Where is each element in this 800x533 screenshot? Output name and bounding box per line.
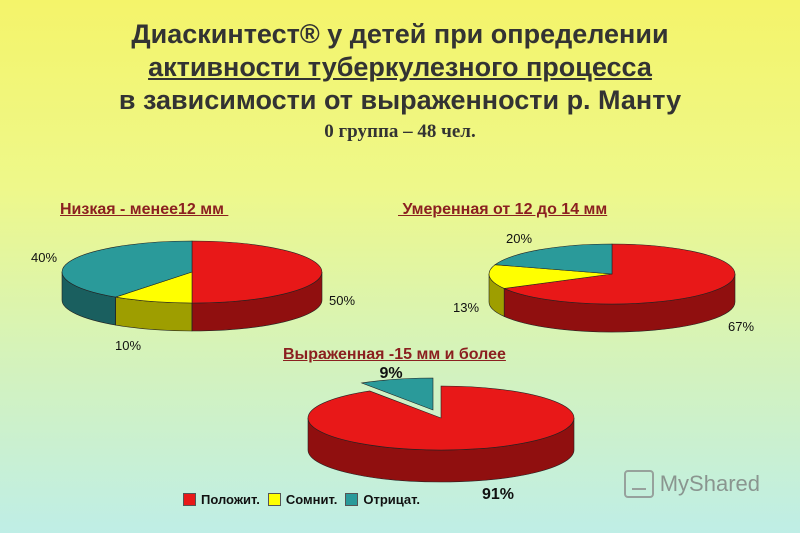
pie-2-slice-1 bbox=[503, 243, 736, 305]
legend-item-negative: Отрицат. bbox=[345, 492, 420, 507]
title-line-3: в зависимости от выраженности р. Манту bbox=[118, 85, 682, 115]
legend-swatch-doubtful bbox=[267, 492, 281, 506]
group-caption: 0 группа – 48 чел. bbox=[324, 121, 476, 142]
pie-2-label-1: 67% bbox=[728, 319, 754, 334]
chart-2-title: Умеренная от 12 до 14 мм bbox=[398, 201, 608, 218]
pie-2-label-3: 20% bbox=[506, 231, 532, 246]
pie-chart-1: 50% 10% 40% bbox=[31, 240, 355, 353]
pie-3-slice-2 bbox=[360, 377, 434, 411]
pie-chart-2: 67% 13% 20% bbox=[453, 231, 754, 334]
title-line-1: Диаскинтест® у детей при определении bbox=[131, 19, 669, 49]
title-line-2: активности туберкулезного процесса bbox=[148, 52, 652, 82]
pie-2-slice-3 bbox=[494, 243, 613, 275]
pie-3-label-1: 91% bbox=[482, 486, 514, 503]
legend-item-doubtful: Сомнит. bbox=[267, 491, 338, 507]
pie-chart-3: 91% 9% bbox=[307, 365, 575, 503]
pie-2-label-2: 13% bbox=[453, 300, 479, 315]
pie-3-label-2: 9% bbox=[379, 365, 402, 382]
page-title: Диаскинтест® у детей при определении акт… bbox=[0, 18, 800, 147]
legend-item-positive: Положит. bbox=[183, 492, 260, 507]
pie-2-slice-2 bbox=[488, 264, 613, 289]
myshared-logo-icon bbox=[623, 470, 654, 498]
pie-3-slice-1 bbox=[307, 385, 575, 451]
pie-1-slice-3 bbox=[61, 240, 193, 298]
pie-1-slice-2 bbox=[115, 271, 193, 304]
pie-1-label-2: 10% bbox=[115, 338, 141, 353]
pie-1-slice-1 bbox=[191, 240, 323, 304]
legend-label-negative: Отрицат. bbox=[363, 491, 420, 507]
legend-swatch-positive bbox=[183, 492, 196, 506]
watermark: MyShared bbox=[623, 470, 760, 498]
pie-1-label-1: 50% bbox=[329, 293, 355, 308]
legend: Положит. Сомнит. Отрицат. bbox=[183, 490, 428, 508]
chart-1-title: Низкая - менее12 мм bbox=[60, 201, 229, 218]
watermark-text: MyShared bbox=[659, 471, 760, 496]
legend-swatch-negative bbox=[345, 492, 359, 506]
pie-1-label-3: 40% bbox=[31, 250, 57, 265]
legend-label-positive: Положит. bbox=[201, 491, 260, 507]
legend-label-doubtful: Сомнит. bbox=[285, 491, 338, 507]
chart-3-title: Выраженная -15 мм и более bbox=[283, 346, 506, 363]
